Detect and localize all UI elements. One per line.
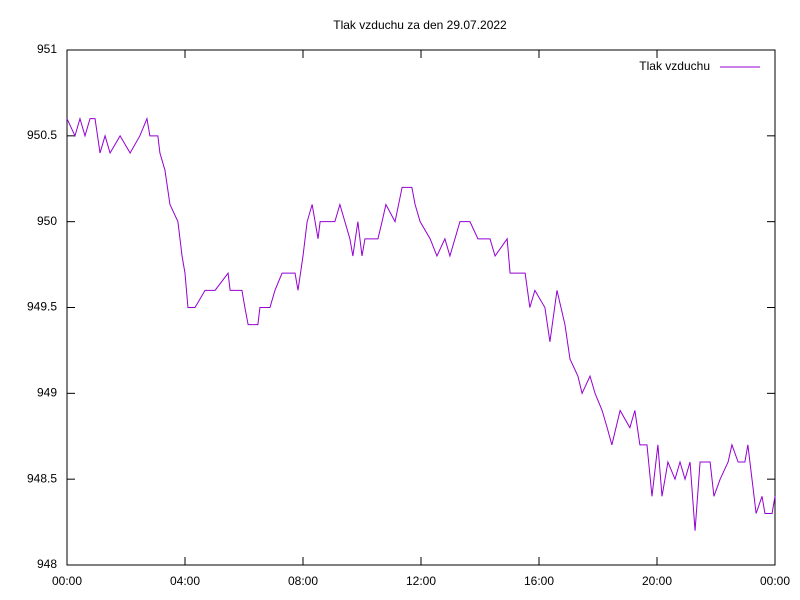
x-tick-label: 08:00 [288,574,318,588]
x-tick-label: 12:00 [406,574,436,588]
x-tick-label: 20:00 [642,574,672,588]
y-tick-label: 950.5 [27,128,57,142]
x-tick-label: 00:00 [52,574,82,588]
chart-title: Tlak vzduchu za den 29.07.2022 [333,18,507,32]
data-line [66,116,776,531]
legend-label: Tlak vzduchu [639,59,710,73]
x-tick-label: 00:00 [760,574,790,588]
y-tick-label: 951 [37,42,57,56]
y-tick-label: 948 [37,557,57,571]
x-tick-label: 16:00 [524,574,554,588]
y-tick-label: 949 [37,386,57,400]
x-tick-label: 04:00 [170,574,200,588]
y-tick-label: 948.5 [27,471,57,485]
y-tick-label: 950 [37,214,57,228]
y-tick-label: 949.5 [27,300,57,314]
